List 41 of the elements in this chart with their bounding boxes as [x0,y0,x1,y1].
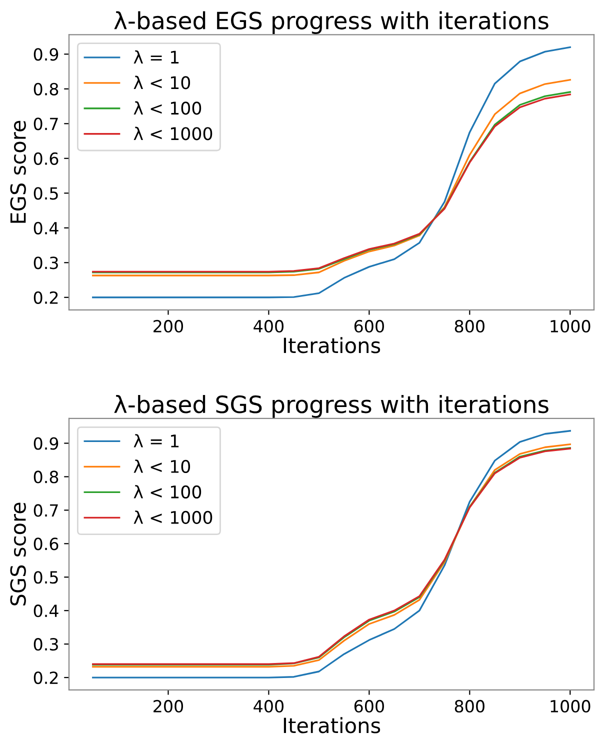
x-tick-label: 1000 [550,320,590,333]
y-tick-label: 0.4 [34,222,58,234]
y-tick-label: 0.2 [34,291,58,304]
x-tick-label: 200 [154,320,184,333]
legend-label: λ = 1 [134,50,179,64]
x-axis-title: Iterations [284,337,380,354]
line-series [92,46,571,298]
x-tick-label: 1000 [550,700,590,713]
x-tick-label: 600 [354,700,384,713]
y-tick-label: 0.8 [34,470,58,484]
legend-label: λ < 100 [134,101,202,115]
x-tick-label: 600 [354,320,384,333]
y-tick-label: 0.4 [34,604,58,618]
x-axis-title: Iterations [284,717,380,734]
legend-label: λ < 1000 [134,510,212,524]
legend-label: λ < 10 [134,76,190,90]
y-tick-label: 0.5 [34,571,58,584]
y-tick-label: 0.2 [34,671,58,684]
legend-label: λ < 1000 [134,126,212,140]
legend-label: λ < 10 [134,460,190,474]
y-tick-label: 0.9 [34,48,58,61]
y-tick-label: 0.7 [34,504,58,517]
y-tick-label: 0.7 [34,118,58,130]
y-tick-label: 0.3 [34,638,58,651]
y-tick-label: 0.3 [34,256,58,270]
y-tick-label: 0.9 [34,437,58,450]
x-tick-label: 800 [454,320,484,333]
x-tick-label: 800 [454,700,484,713]
x-tick-label: 400 [254,700,284,713]
chart-title: λ-based SGS progress with iterations [114,394,548,418]
y-tick-label: 0.5 [34,187,58,200]
legend-label: λ < 100 [134,485,202,498]
x-tick-label: 200 [154,700,184,713]
y-tick-label: 0.6 [34,152,58,165]
y-axis-title: EGS score [10,120,26,223]
y-axis-title: SGS score [10,502,26,606]
legend-label: λ = 1 [134,434,179,448]
y-tick-label: 0.8 [34,82,58,96]
y-tick-label: 0.6 [34,538,58,550]
x-tick-label: 400 [254,320,284,333]
chart-title: λ-based EGS progress with iterations [114,11,548,34]
